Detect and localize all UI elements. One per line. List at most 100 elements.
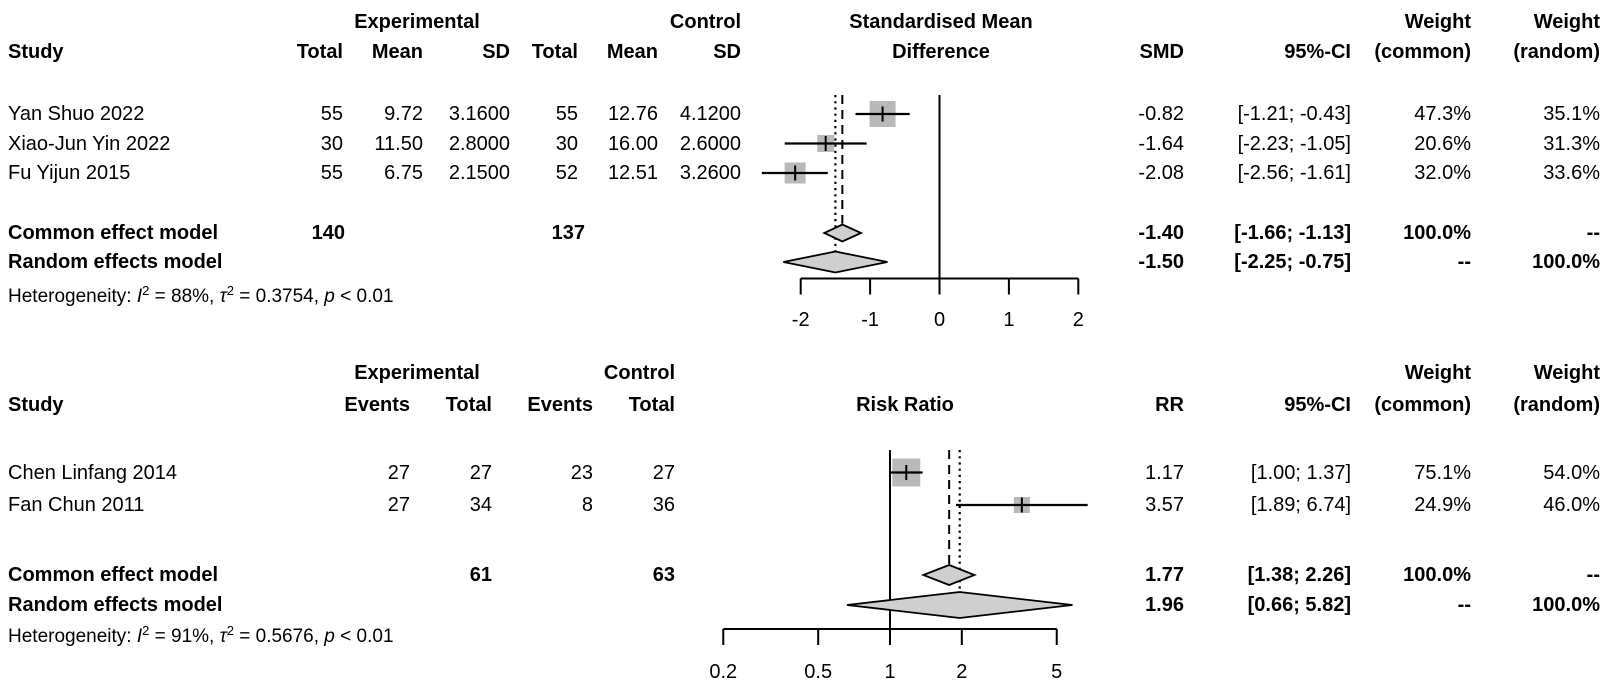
cell-ci: [-2.56; -1.61] — [1237, 162, 1351, 184]
pooled-random-ci: [-2.25; -0.75] — [1234, 251, 1351, 273]
column-header-ctrl-sd: SD — [713, 41, 741, 63]
pooled-random-weight-common: -- — [1457, 594, 1471, 616]
study-name: Yan Shuo 2022 — [8, 103, 145, 125]
pooled-diamond-random — [783, 250, 888, 274]
pooled-random-label: Random effects model — [8, 594, 223, 616]
cell-exp-mean: 11.50 — [374, 133, 423, 155]
axis-tick-label: 5 — [1051, 661, 1062, 683]
cell-ctrl-sd: 3.2600 — [679, 162, 741, 184]
column-group-control: Control — [669, 11, 741, 33]
pooled-random-weight-common: -- — [1457, 251, 1471, 273]
cell-exp-total: 34 — [469, 494, 492, 516]
column-group-experimental: Experimental — [354, 11, 480, 33]
cell-ctrl-total: 52 — [555, 162, 578, 184]
heterogeneity-segment: 2 — [226, 623, 234, 638]
heterogeneity-segment: τ — [219, 626, 227, 647]
heterogeneity-segment: = 88%, — [149, 286, 220, 307]
cell-weight-common: 32.0% — [1414, 162, 1471, 184]
pooled-common-rr: 1.77 — [1145, 564, 1184, 586]
axis-tick-label: 1 — [1003, 309, 1014, 331]
cell-exp-sd: 2.8000 — [448, 133, 510, 155]
pooled-common-ci: [-1.66; -1.13] — [1234, 222, 1351, 244]
heterogeneity-segment: Heterogeneity: — [8, 286, 137, 307]
cell-rr: 1.17 — [1145, 462, 1184, 484]
cell-exp-mean: 9.72 — [384, 103, 423, 125]
column-header-exp-sd: SD — [482, 41, 510, 63]
pooled-common-label: Common effect model — [8, 564, 219, 586]
axis-tick-label: 2 — [956, 661, 967, 683]
pooled-diamond-random — [846, 591, 1073, 619]
heterogeneity-segment: 2 — [142, 623, 150, 638]
effect-title-line2: Difference — [892, 41, 990, 63]
axis-tick-label: 2 — [1073, 309, 1084, 331]
pooled-random-weight-random: 100.0% — [1532, 594, 1600, 616]
heterogeneity-segment: = 91%, — [149, 626, 220, 647]
column-header-ctrl-total: Total — [628, 394, 675, 416]
heterogeneity-segment: I — [136, 286, 143, 307]
cell-weight-common: 20.6% — [1414, 133, 1471, 155]
column-header-rr: RR — [1155, 394, 1184, 416]
cell-weight-random: 35.1% — [1543, 103, 1600, 125]
cell-weight-random: 31.3% — [1543, 133, 1600, 155]
pooled-diamond-common — [920, 564, 977, 586]
heterogeneity-segment: 2 — [226, 283, 234, 298]
cell-weight-common: 75.1% — [1414, 462, 1471, 484]
column-header-common: (common) — [1374, 394, 1471, 416]
study-name: Chen Linfang 2014 — [8, 462, 178, 484]
cell-ctrl-sd: 4.1200 — [679, 103, 741, 125]
heterogeneity-note: Heterogeneity: I2 = 91%, τ2 = 0.5676, p … — [8, 618, 394, 647]
heterogeneity-segment: I — [136, 626, 143, 647]
cell-ci: [1.89; 6.74] — [1250, 494, 1351, 516]
cell-smd: -1.64 — [1138, 133, 1184, 155]
column-header-exp-total: Total — [445, 394, 492, 416]
column-header-weight-common-bottom: Weight — [1404, 362, 1471, 384]
pooled-random-ci: [0.66; 5.82] — [1247, 594, 1351, 616]
pooled-common-label: Common effect model — [8, 222, 219, 244]
pooled-diamond-common — [822, 223, 864, 243]
cell-weight-random: 46.0% — [1543, 494, 1600, 516]
column-header-weight-random-top: Weight — [1533, 11, 1600, 33]
axis-tick-label: -2 — [792, 309, 810, 331]
cell-ctrl-events: 23 — [570, 462, 593, 484]
cell-weight-random: 54.0% — [1543, 462, 1600, 484]
cell-weight-common: 24.9% — [1414, 494, 1471, 516]
pooled-common-ci: [1.38; 2.26] — [1247, 564, 1351, 586]
column-header-weight-random-bottom: Weight — [1533, 362, 1600, 384]
column-header-ci-top: 95%-CI — [1284, 41, 1351, 63]
cell-ci: [1.00; 1.37] — [1250, 462, 1351, 484]
column-header-common: (common) — [1374, 41, 1471, 63]
column-header-smd: SMD — [1139, 41, 1184, 63]
axis-tick-label: 1 — [884, 661, 895, 683]
column-header-exp-events: Events — [344, 394, 410, 416]
cell-ctrl-total: 55 — [555, 103, 578, 125]
column-header-study: Study — [8, 394, 64, 416]
axis-tick-label: 0.5 — [804, 661, 832, 683]
heterogeneity-segment: p — [324, 286, 335, 307]
cell-ctrl-total: 27 — [652, 462, 675, 484]
pooled-common-exp-total: 140 — [311, 222, 345, 244]
cell-exp-total: 55 — [320, 103, 343, 125]
column-header-exp-total: Total — [296, 41, 343, 63]
column-header-ctrl-mean: Mean — [606, 41, 658, 63]
cell-ctrl-mean: 12.76 — [607, 103, 658, 125]
cell-ci: [-2.23; -1.05] — [1237, 133, 1351, 155]
column-header-study: Study — [8, 41, 64, 63]
column-header-weight-common-top: Weight — [1404, 11, 1471, 33]
study-name: Fan Chun 2011 — [8, 494, 145, 516]
pooled-random-label: Random effects model — [8, 251, 223, 273]
pooled-common-exp-total: 61 — [469, 564, 492, 586]
column-header-random: (random) — [1513, 41, 1600, 63]
pooled-common-ctrl-total: 63 — [652, 564, 675, 586]
pooled-random-smd: -1.50 — [1138, 251, 1184, 273]
pooled-common-ctrl-total: 137 — [551, 222, 585, 244]
heterogeneity-segment: p — [324, 626, 335, 647]
cell-exp-total: 55 — [320, 162, 343, 184]
cell-exp-sd: 3.1600 — [448, 103, 510, 125]
heterogeneity-segment: < 0.01 — [334, 626, 394, 647]
cell-exp-sd: 2.1500 — [448, 162, 510, 184]
heterogeneity-segment: 2 — [142, 283, 150, 298]
study-name: Fu Yijun 2015 — [8, 162, 131, 184]
cell-rr: 3.57 — [1145, 494, 1184, 516]
